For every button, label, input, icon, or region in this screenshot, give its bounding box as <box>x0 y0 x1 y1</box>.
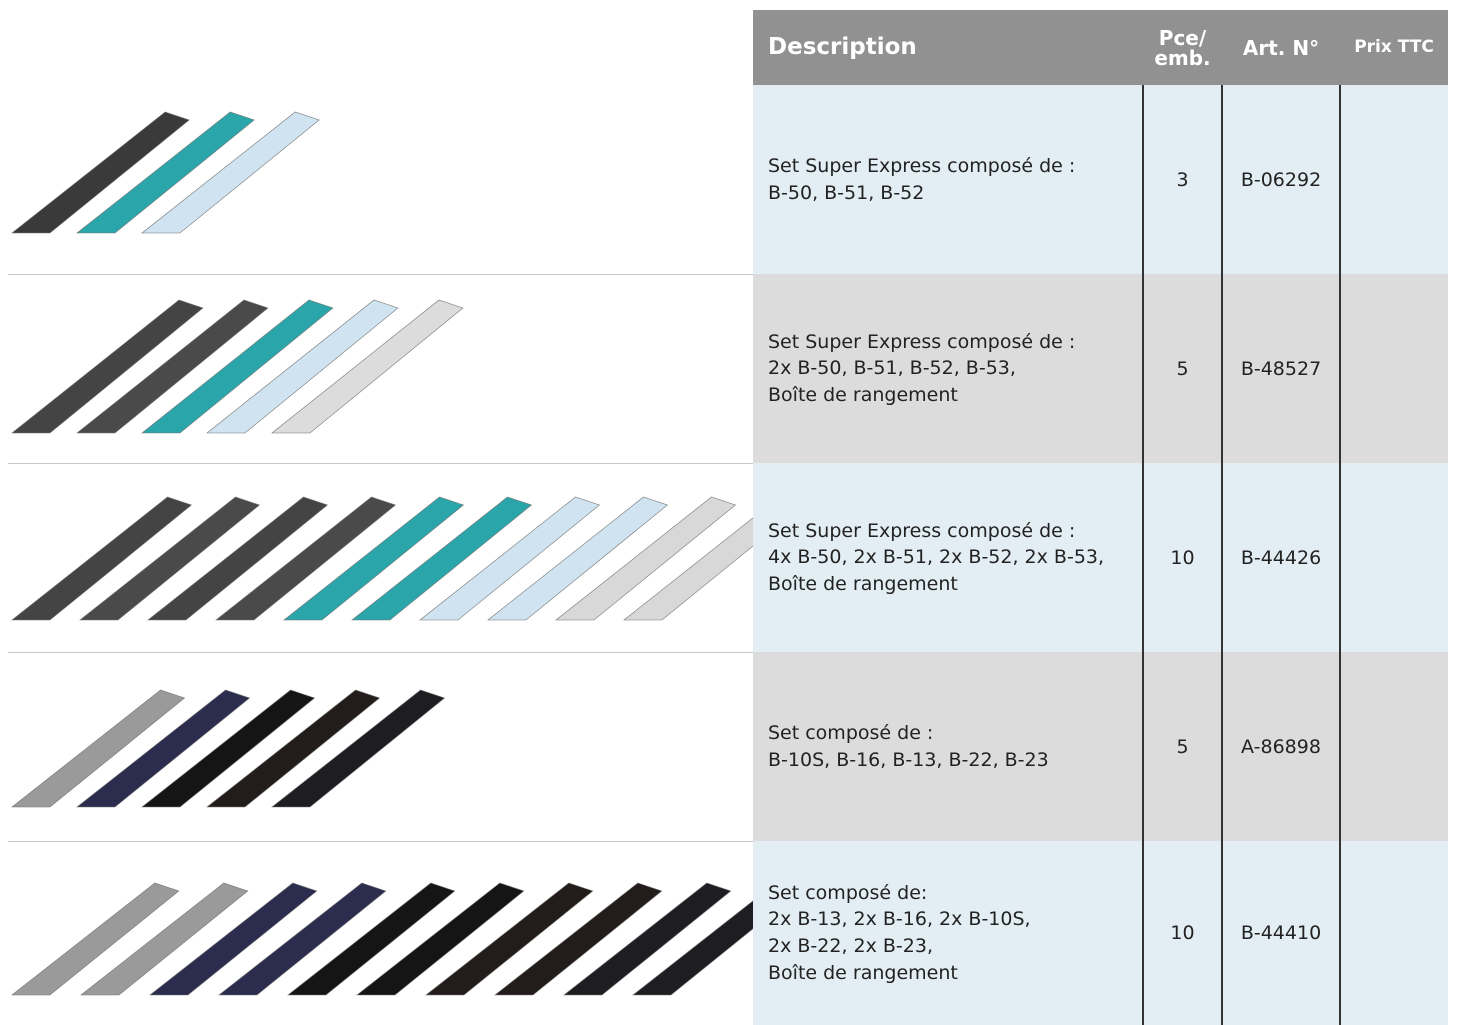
text: Set composé de : <box>768 721 934 744</box>
column-line <box>1339 85 1341 1025</box>
article-cell: A-86898 <box>1222 652 1340 841</box>
blade <box>11 299 204 434</box>
row-separator <box>8 841 753 842</box>
blade <box>141 111 320 234</box>
blade <box>80 882 249 996</box>
blade <box>206 299 399 434</box>
blade <box>215 496 397 621</box>
pieces-cell: 10 <box>1143 463 1222 652</box>
text: A-86898 <box>1241 735 1321 758</box>
header-cell: Prix TTC <box>1340 10 1448 85</box>
blade <box>356 882 525 996</box>
description-cell: Set Super Express composé de : B-50, B-51… <box>768 85 1143 274</box>
text: Set Super Express composé de : <box>768 154 1076 177</box>
blade <box>11 496 193 621</box>
text: B-44426 <box>1240 546 1322 569</box>
text: B-10S, B-16, B-13, B-22, B-23 <box>768 748 1049 771</box>
text: B-50, B-51, B-52 <box>768 181 925 204</box>
column-line <box>1142 85 1144 1025</box>
text: 3 <box>1176 168 1189 191</box>
pieces-cell: 5 <box>1143 274 1222 463</box>
row-separator <box>8 463 753 464</box>
row-background <box>753 85 1448 274</box>
pieces-cell: 3 <box>1143 85 1222 274</box>
text: Art. N° <box>1242 35 1320 60</box>
pieces-cell: 5 <box>1143 652 1222 841</box>
text: B-48527 <box>1240 357 1322 380</box>
header-cell: Description <box>753 10 1143 85</box>
blade <box>555 496 737 621</box>
text: Set Super Express composé de : <box>768 519 1076 542</box>
blade <box>623 517 753 621</box>
description-cell: Set Super Express composé de : 2x B-50, B… <box>768 274 1143 463</box>
row-background <box>753 463 1448 652</box>
column-line <box>1221 85 1223 1025</box>
text: B-44410 <box>1240 922 1322 944</box>
article-cell: B-06292 <box>1222 85 1340 274</box>
blade <box>141 689 316 808</box>
blade-images <box>11 111 753 996</box>
blade <box>206 689 381 808</box>
text: Set composé de: <box>768 881 928 904</box>
blade <box>218 882 387 996</box>
text: Boîte de rangement <box>768 572 958 595</box>
row-background <box>753 652 1448 841</box>
blade <box>76 299 269 434</box>
blade <box>494 882 663 996</box>
article-cell: B-48527 <box>1222 274 1340 463</box>
header-cell: Pce/emb. <box>1143 10 1222 85</box>
blade <box>76 111 255 234</box>
text: 2x B-50, B-51, B-52, B-53, <box>768 357 1016 380</box>
blade <box>287 882 456 996</box>
blade <box>563 882 732 996</box>
blade <box>487 496 669 621</box>
text: Prix TTC <box>1354 37 1434 57</box>
text: 10 <box>1170 922 1195 944</box>
blade <box>632 900 753 996</box>
text: emb. <box>1154 45 1211 70</box>
text: Boîte de rangement <box>768 383 958 406</box>
pieces-cell: 10 <box>1143 841 1222 1025</box>
text: 2x B-13, 2x B-16, 2x B-10S, <box>768 908 1031 931</box>
text: 4x B-50, 2x B-51, 2x B-52, 2x B-53, <box>768 546 1105 569</box>
text: B-06292 <box>1240 168 1322 191</box>
blade <box>271 299 464 434</box>
description-cell: Set composé de : B-10S, B-16, B-13, B-22,… <box>768 652 1143 841</box>
blade <box>11 882 180 996</box>
row-separator <box>8 274 753 275</box>
blade <box>271 689 446 808</box>
text: Boîte de rangement <box>768 961 958 984</box>
blade <box>419 496 601 621</box>
blade <box>76 689 251 808</box>
text: 10 <box>1170 546 1195 569</box>
header-cell: Art. N° <box>1222 10 1340 85</box>
row-background <box>753 274 1448 463</box>
blade <box>425 882 594 996</box>
article-cell: B-44426 <box>1222 463 1340 652</box>
blade <box>351 496 533 621</box>
text: 5 <box>1176 357 1189 380</box>
blade <box>147 496 329 621</box>
text: 5 <box>1176 735 1189 758</box>
blade <box>11 689 186 808</box>
blade <box>141 299 334 434</box>
text: Pce/ <box>1158 25 1207 50</box>
blade <box>149 882 318 996</box>
blade <box>283 496 465 621</box>
text: 2x B-22, 2x B-23, <box>768 935 933 957</box>
blade <box>79 496 261 621</box>
row-background <box>753 841 1448 1025</box>
blade <box>11 111 190 234</box>
description-cell: Set Super Express composé de : 4x B-50, 2… <box>768 463 1143 652</box>
description-cell: Set composé de: 2x B-13, 2x B-16, 2x B-10… <box>768 841 1143 1025</box>
row-separator <box>8 652 753 653</box>
article-cell: B-44410 <box>1222 841 1340 1025</box>
text: Set Super Express composé de : <box>768 330 1076 353</box>
text: Description <box>768 34 917 60</box>
